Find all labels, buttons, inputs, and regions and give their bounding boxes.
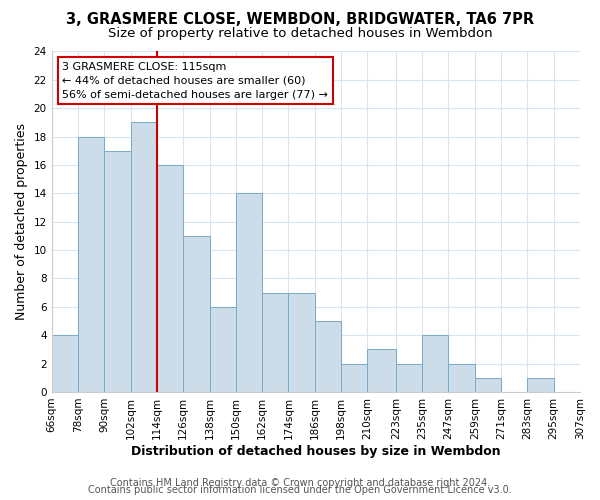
Bar [289, 292, 315, 392]
Text: Contains public sector information licensed under the Open Government Licence v3: Contains public sector information licen… [88, 485, 512, 495]
Bar [104, 151, 131, 392]
Text: 3, GRASMERE CLOSE, WEMBDON, BRIDGWATER, TA6 7PR: 3, GRASMERE CLOSE, WEMBDON, BRIDGWATER, … [66, 12, 534, 28]
Bar [262, 292, 289, 392]
Text: Contains HM Land Registry data © Crown copyright and database right 2024.: Contains HM Land Registry data © Crown c… [110, 478, 490, 488]
X-axis label: Distribution of detached houses by size in Wembdon: Distribution of detached houses by size … [131, 444, 500, 458]
Bar [236, 194, 262, 392]
Bar [448, 364, 475, 392]
Bar [78, 136, 104, 392]
Bar [396, 364, 422, 392]
Text: 3 GRASMERE CLOSE: 115sqm
← 44% of detached houses are smaller (60)
56% of semi-d: 3 GRASMERE CLOSE: 115sqm ← 44% of detach… [62, 62, 328, 100]
Y-axis label: Number of detached properties: Number of detached properties [15, 123, 28, 320]
Text: Size of property relative to detached houses in Wembdon: Size of property relative to detached ho… [107, 28, 493, 40]
Bar [475, 378, 501, 392]
Bar [580, 378, 600, 392]
Bar [341, 364, 367, 392]
Bar [527, 378, 554, 392]
Bar [209, 307, 236, 392]
Bar [131, 122, 157, 392]
Bar [367, 350, 396, 392]
Bar [157, 165, 183, 392]
Bar [183, 236, 209, 392]
Bar [52, 335, 78, 392]
Bar [422, 335, 448, 392]
Bar [315, 321, 341, 392]
